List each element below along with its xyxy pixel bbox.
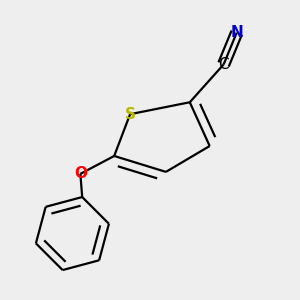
Text: S: S bbox=[124, 107, 136, 122]
Text: O: O bbox=[74, 167, 87, 182]
Text: N: N bbox=[230, 25, 243, 40]
Text: C: C bbox=[218, 57, 229, 72]
